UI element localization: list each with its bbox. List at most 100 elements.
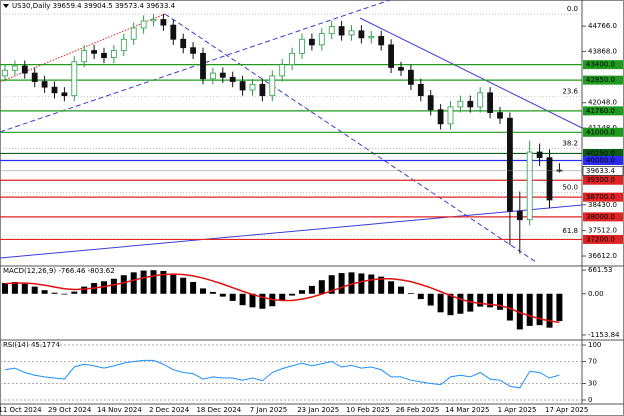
- candle-body: [487, 92, 494, 113]
- level-label-box: [583, 234, 623, 244]
- candle-body: [229, 76, 236, 82]
- y-tick-label: 100: [588, 341, 601, 349]
- macd-bar: [239, 293, 246, 306]
- candle-body: [51, 86, 58, 94]
- candle-body: [358, 30, 365, 39]
- candle-body: [477, 92, 484, 108]
- macd-bar: [398, 286, 404, 294]
- macd-bar: [308, 285, 315, 294]
- fib-label: 0.0: [567, 5, 578, 13]
- candle-body: [308, 38, 315, 46]
- candle-body: [536, 151, 543, 159]
- y-tick-label: 0.00: [588, 290, 604, 298]
- level-label: 42850.0: [586, 76, 615, 84]
- macd-bar: [61, 293, 68, 295]
- x-tick-label: 18 Dec 2024: [196, 406, 241, 414]
- macd-bar: [378, 276, 385, 294]
- symbol-menu-icon[interactable]: [3, 4, 9, 8]
- macd-bar: [219, 293, 226, 297]
- level-label: 40000.0: [586, 156, 615, 164]
- macd-bar: [368, 274, 375, 294]
- candle-body: [31, 72, 38, 82]
- macd-bar: [328, 275, 335, 294]
- macd-bar: [21, 283, 28, 294]
- candle-body: [41, 81, 48, 88]
- level-label-box: [583, 106, 623, 116]
- candle-body: [200, 52, 206, 80]
- candle-body: [516, 210, 523, 221]
- candle-body: [546, 157, 553, 201]
- level-label: 39300.0: [586, 176, 615, 184]
- x-tick-label: 2 Dec 2024: [149, 406, 190, 414]
- macd-bar: [487, 293, 494, 308]
- macd-bar: [348, 272, 355, 294]
- macd-bar: [388, 281, 395, 294]
- candle-body: [427, 95, 434, 111]
- candle-body: [190, 47, 197, 54]
- candle-body: [338, 26, 345, 36]
- candle-body: [91, 50, 97, 54]
- y-tick-label: 37512.0: [588, 227, 617, 235]
- x-tick-label: 1 Apr 2025: [498, 406, 537, 414]
- y-tick-label: 0: [588, 396, 592, 404]
- macd-bar: [41, 290, 48, 294]
- candle-body: [447, 106, 454, 125]
- candle-body: [239, 81, 246, 91]
- y-tick-label: 70: [588, 358, 597, 366]
- macd-bar: [120, 275, 127, 294]
- macd-bar: [101, 281, 107, 294]
- y-tick-label: 30: [588, 380, 597, 388]
- candle-body: [71, 61, 78, 97]
- level-label-box: [583, 175, 623, 185]
- macd-bar: [299, 290, 305, 294]
- x-tick-label: 14 Nov 2024: [97, 406, 142, 414]
- fib-label: 23.6: [562, 87, 578, 95]
- candle-body: [497, 112, 503, 119]
- rsi-line: [4, 359, 560, 389]
- candle-body: [130, 27, 137, 40]
- level-label: 40250.0: [586, 149, 615, 157]
- trend-line: [359, 17, 583, 129]
- macd-bar: [180, 277, 187, 294]
- macd-bar: [170, 273, 177, 294]
- macd-title: MACD(12,26,9) -766.46 -803.62: [3, 267, 115, 275]
- macd-bar: [160, 270, 167, 294]
- candle-body: [368, 36, 375, 39]
- macd-bar: [497, 293, 503, 310]
- candle-body: [170, 24, 177, 40]
- macd-bar: [457, 293, 464, 314]
- candle-body: [249, 83, 256, 91]
- candle-body: [2, 69, 8, 77]
- candle-body: [318, 33, 325, 46]
- macd-bar: [71, 291, 78, 294]
- macd-bar: [81, 286, 88, 294]
- level-label: 37200.0: [586, 235, 615, 243]
- macd-bar: [289, 293, 296, 296]
- y-tick-label: 36612.0: [588, 252, 617, 260]
- macd-bar: [536, 293, 543, 326]
- macd-bar: [150, 270, 157, 294]
- level-label: 41000.0: [586, 128, 615, 136]
- candle-body: [180, 38, 187, 49]
- candle-body: [526, 151, 533, 221]
- macd-bar: [31, 286, 38, 294]
- macd-bar: [427, 293, 434, 306]
- macd-bar: [130, 272, 137, 294]
- x-tick-label: 29 Oct 2024: [48, 406, 92, 414]
- macd-bar: [2, 283, 8, 294]
- x-tick-label: 14 Mar 2025: [445, 406, 489, 414]
- fib-label: 61.8: [562, 227, 578, 235]
- candle-body: [437, 109, 444, 125]
- candle-body: [279, 64, 286, 77]
- macd-bar: [506, 293, 513, 321]
- level-label-box: [583, 192, 623, 202]
- macd-bar: [279, 293, 286, 301]
- macd-bar: [51, 292, 58, 294]
- macd-bar: [477, 293, 484, 307]
- x-tick-label: 11 Oct 2024: [0, 406, 42, 414]
- macd-bar: [437, 293, 444, 313]
- macd-bar: [447, 293, 454, 316]
- macd-signal-line: [4, 273, 560, 324]
- x-tick-label: 26 Feb 2025: [396, 406, 440, 414]
- candle-body: [11, 65, 18, 71]
